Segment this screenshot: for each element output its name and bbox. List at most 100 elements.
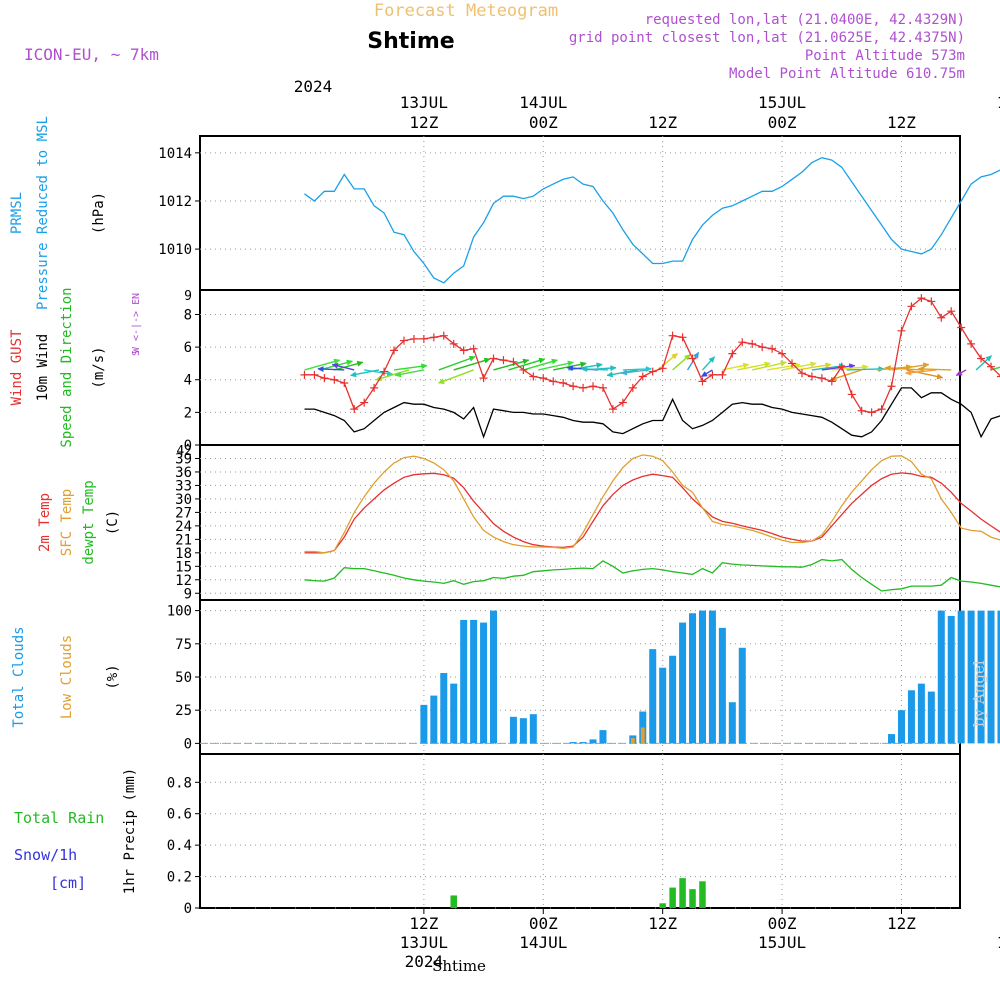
gust-marker bbox=[618, 398, 627, 407]
gust-marker bbox=[459, 346, 468, 355]
bottom-axis-date: 16JUL bbox=[997, 933, 1000, 952]
total-cloud-bar bbox=[639, 711, 647, 744]
low-cloud-bar bbox=[630, 738, 635, 744]
total-cloud-bar bbox=[509, 716, 517, 744]
panel-clouds: 0 25 50 75 100 Total Clouds Low Clouds (%) bbox=[11, 599, 1000, 755]
gust-marker bbox=[768, 344, 777, 353]
total-cloud-bar bbox=[917, 683, 925, 744]
wind-arrow-shaft bbox=[538, 361, 574, 371]
wind-arrow-head bbox=[904, 369, 912, 376]
wind-arrow-shaft bbox=[990, 366, 1000, 371]
total-cloud-bar bbox=[579, 742, 587, 744]
gust-marker bbox=[807, 372, 816, 381]
ytick-label: 12 bbox=[175, 573, 192, 589]
total-cloud-bar bbox=[927, 691, 935, 744]
gust-marker bbox=[738, 338, 747, 347]
gust-marker bbox=[837, 362, 846, 371]
gust-marker bbox=[897, 326, 906, 335]
panels: 1010 1012 1014 PRMSL Pressure Reduced to MSL… bbox=[9, 116, 1000, 917]
wind-arrow bbox=[722, 362, 750, 371]
gust-marker bbox=[996, 375, 1000, 378]
wind-arrow-head bbox=[333, 358, 341, 365]
ytick-label: 0.6 bbox=[167, 807, 192, 823]
panel-precip: 0 0.2 0.4 0.6 0.8 Total Rain Snow/1h [cm] 1hr Pr… bbox=[14, 753, 961, 917]
wind-arrow-head bbox=[483, 357, 491, 364]
panel-label: Total Clouds bbox=[11, 626, 27, 727]
wind-arrow-head bbox=[922, 362, 930, 369]
gust-marker bbox=[350, 405, 359, 414]
gust-marker bbox=[370, 383, 379, 392]
legend-total-rain: Total Rain bbox=[14, 809, 104, 827]
panel-unit: (C) bbox=[105, 510, 121, 535]
ytick-label: 36 bbox=[175, 465, 192, 481]
requested-coords: requested lon,lat (21.0400E, 42.4329N) bbox=[645, 12, 965, 28]
wind-arrow-shaft bbox=[375, 369, 410, 381]
precip-frame bbox=[199, 753, 961, 909]
total-cloud-bar bbox=[599, 730, 607, 744]
wind-arrow bbox=[331, 362, 355, 371]
wind-arrow-head bbox=[580, 361, 587, 368]
total-cloud-bar bbox=[569, 742, 577, 744]
bottom-axis-hour: 00Z bbox=[529, 914, 558, 933]
gust-marker bbox=[409, 334, 418, 343]
total-cloud-bar bbox=[480, 622, 488, 744]
rain-bar bbox=[659, 903, 666, 908]
wind-arrow-shaft bbox=[831, 365, 869, 371]
gust-marker bbox=[817, 374, 826, 383]
gust-marker bbox=[320, 374, 329, 383]
total-rain-bars bbox=[450, 878, 706, 908]
wind-arrow bbox=[437, 369, 474, 384]
total-cloud-bar bbox=[947, 615, 955, 744]
ytick-label: 0 bbox=[184, 901, 192, 917]
rain-bar bbox=[689, 889, 696, 908]
panel-unit: (hPa) bbox=[91, 192, 107, 234]
legend-snow: Snow/1h bbox=[14, 846, 77, 864]
wind-arrow-head bbox=[917, 366, 924, 373]
wind-arrow-head bbox=[708, 356, 715, 363]
compass-n: N bbox=[131, 293, 142, 299]
wind-arrow-head bbox=[580, 366, 588, 373]
wind-arrow bbox=[364, 369, 394, 377]
gust-marker bbox=[788, 359, 797, 368]
gust-marker bbox=[987, 362, 996, 371]
wind-arrow bbox=[620, 369, 648, 376]
wind-arrow-head bbox=[884, 365, 891, 372]
rain-bar bbox=[699, 881, 706, 908]
total-cloud-bar bbox=[718, 627, 726, 744]
total-cloud-bar bbox=[529, 714, 537, 744]
wind-arrow bbox=[904, 369, 937, 376]
total-cloud-bar bbox=[957, 610, 965, 744]
bottom-axis-hour: 00Z bbox=[768, 914, 797, 933]
wind-arrow-shaft bbox=[781, 362, 817, 371]
bottom-axis-date: 13JUL bbox=[400, 933, 448, 952]
gust-marker bbox=[469, 344, 478, 353]
wind-arrow bbox=[990, 366, 1000, 371]
gust-marker bbox=[509, 357, 518, 366]
wind-arrow-head bbox=[596, 362, 603, 369]
gust-marker bbox=[569, 382, 578, 391]
ytick-label-top: 42 bbox=[176, 444, 192, 459]
wind-arrow bbox=[538, 360, 575, 371]
wind-arrow bbox=[657, 352, 678, 371]
wind-arrow-head bbox=[862, 364, 869, 371]
gust-marker bbox=[758, 343, 767, 352]
wind-arrow bbox=[781, 361, 817, 371]
wind-arrow-shaft bbox=[453, 358, 491, 371]
wind-arrow bbox=[438, 355, 476, 371]
gust-marker bbox=[559, 379, 568, 387]
total-cloud-bar bbox=[888, 734, 896, 744]
ytick-label: 50 bbox=[175, 670, 192, 686]
gust-marker bbox=[867, 408, 876, 417]
wind-arrow-head bbox=[349, 371, 357, 378]
ytick-label: 2 bbox=[184, 405, 192, 421]
wind-arrow-head bbox=[606, 371, 614, 378]
location-title: Shtime bbox=[367, 29, 454, 54]
gust-marker bbox=[748, 339, 757, 348]
wind-arrow-shaft bbox=[508, 358, 545, 371]
total-cloud-bar bbox=[907, 690, 915, 744]
wind-arrow-shaft bbox=[304, 359, 340, 371]
wind-arrow-head bbox=[567, 360, 575, 367]
total-cloud-bar bbox=[967, 610, 975, 744]
gust-marker bbox=[977, 354, 986, 363]
ytick-label: 33 bbox=[175, 478, 192, 494]
